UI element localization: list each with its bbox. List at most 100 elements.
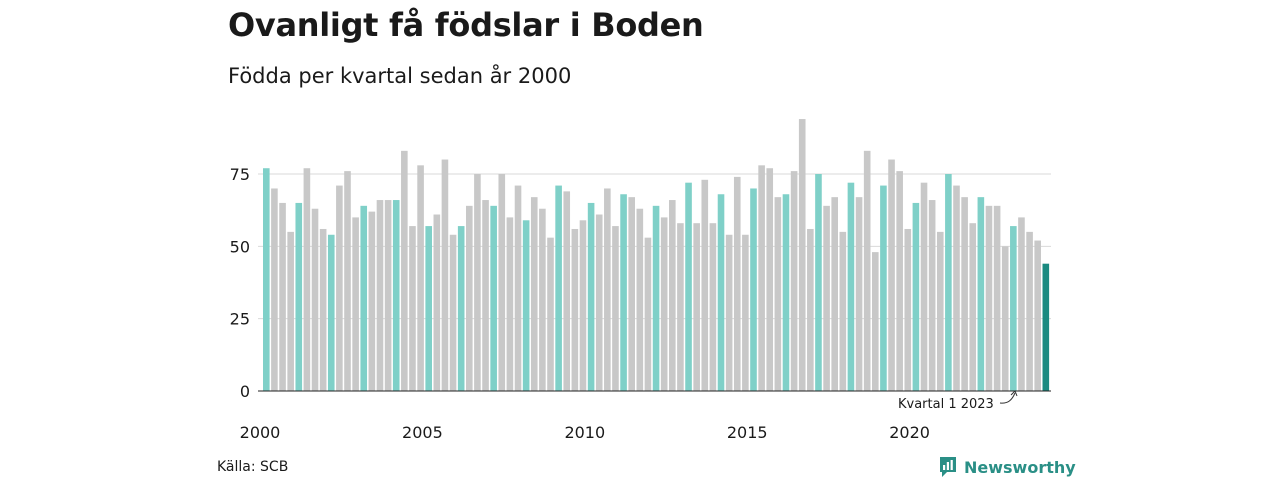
bar xyxy=(449,234,457,391)
bar xyxy=(993,205,1001,391)
bar xyxy=(409,226,416,391)
bar xyxy=(490,205,497,391)
bar xyxy=(498,174,506,391)
bar xyxy=(368,211,376,391)
bar xyxy=(709,223,717,391)
bar xyxy=(336,185,343,391)
bar xyxy=(847,182,855,391)
bar xyxy=(563,191,571,391)
x-tick-label: 2015 xyxy=(727,423,768,442)
bar xyxy=(530,197,538,391)
bar xyxy=(669,200,676,391)
bar xyxy=(985,205,993,391)
bar xyxy=(855,197,863,391)
bar xyxy=(628,197,635,391)
bar xyxy=(271,188,278,391)
annotation-arrow xyxy=(999,392,1016,404)
x-tick-label: 2000 xyxy=(240,423,281,442)
bar xyxy=(482,200,489,391)
x-tick-label: 2020 xyxy=(889,423,930,442)
bar xyxy=(790,171,798,391)
bar xyxy=(904,228,912,391)
bar xyxy=(506,217,514,391)
bar xyxy=(750,188,757,391)
bar xyxy=(263,168,270,391)
bar xyxy=(872,252,879,391)
annotation: Kvartal 1 2023 xyxy=(898,390,1018,412)
bar xyxy=(652,205,660,391)
bar xyxy=(839,231,847,391)
bar xyxy=(936,231,944,391)
bar xyxy=(725,234,733,391)
bar xyxy=(644,237,652,391)
bar xyxy=(896,171,903,391)
y-tick-label: 75 xyxy=(230,165,250,184)
bar xyxy=(888,159,895,391)
bar xyxy=(677,223,684,391)
y-axis-labels: 0 25 50 75 xyxy=(230,165,250,401)
bar xyxy=(604,188,611,391)
bar xyxy=(685,182,692,391)
bar xyxy=(977,197,985,391)
bar xyxy=(660,217,668,391)
bar xyxy=(880,185,887,391)
bars xyxy=(263,119,1050,391)
brand-name: Newsworthy xyxy=(964,457,1076,477)
bar xyxy=(823,205,830,391)
bar xyxy=(1042,263,1050,391)
bar xyxy=(522,220,530,391)
bar xyxy=(327,234,335,391)
bar xyxy=(612,226,619,391)
x-tick-label: 2010 xyxy=(564,423,605,442)
bar xyxy=(303,168,311,391)
bar xyxy=(539,208,546,391)
bar xyxy=(969,223,977,391)
bar xyxy=(815,174,822,391)
bar xyxy=(774,197,782,391)
source-note: Källa: SCB xyxy=(217,459,289,475)
bar xyxy=(807,228,814,391)
bar xyxy=(457,226,465,391)
bar xyxy=(417,165,424,391)
bar xyxy=(717,194,725,391)
chart-title: Ovanligt få födslar i Boden xyxy=(228,6,704,44)
y-tick-label: 0 xyxy=(240,382,250,401)
bar xyxy=(587,202,595,391)
bar xyxy=(360,205,368,391)
bar xyxy=(758,165,765,391)
bar xyxy=(798,119,806,391)
newsworthy-icon xyxy=(940,457,956,477)
bar xyxy=(1001,246,1009,391)
bar xyxy=(401,150,408,391)
bar xyxy=(392,200,400,391)
annotation-label: Kvartal 1 2023 xyxy=(898,397,994,412)
bar xyxy=(295,202,303,391)
y-tick-label: 50 xyxy=(230,237,250,256)
bar xyxy=(1034,240,1041,391)
bar xyxy=(766,168,774,391)
bar xyxy=(466,205,473,391)
bar xyxy=(595,214,603,391)
bar xyxy=(319,228,327,391)
bar xyxy=(620,194,627,391)
bar xyxy=(693,223,700,391)
brand-logo[interactable]: Newsworthy xyxy=(938,456,1076,478)
bar xyxy=(961,197,968,391)
y-tick-label: 25 xyxy=(230,310,250,329)
bar xyxy=(1026,231,1033,391)
bar xyxy=(384,200,392,391)
bar xyxy=(514,185,522,391)
bar xyxy=(782,194,790,391)
bar xyxy=(474,174,481,391)
bar xyxy=(953,185,960,391)
bar xyxy=(433,214,441,391)
bar xyxy=(352,217,359,391)
bar xyxy=(920,182,928,391)
bar xyxy=(863,150,871,391)
bar xyxy=(279,202,286,391)
bar xyxy=(733,176,741,391)
bar xyxy=(1018,217,1025,391)
bar xyxy=(945,174,952,391)
bar xyxy=(928,200,936,391)
bar xyxy=(579,220,587,391)
